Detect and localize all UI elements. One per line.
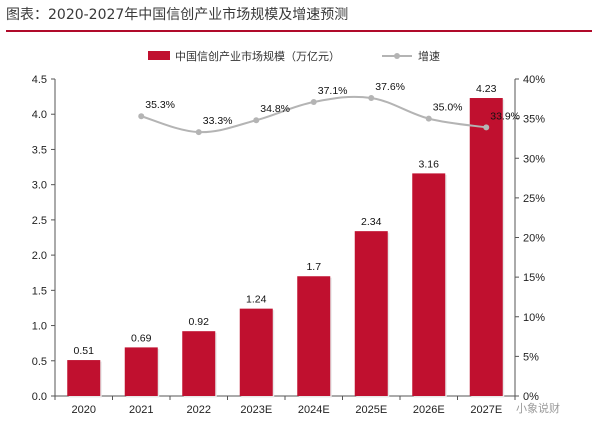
growth-value-label: 33.3% (203, 115, 233, 127)
bar-value-label: 3.16 (419, 158, 440, 170)
growth-point-2025E (368, 95, 375, 102)
growth-value-label: 34.8% (260, 103, 290, 115)
x-tick-label: 2024E (298, 404, 330, 416)
bar-2020 (67, 360, 101, 396)
bar-value-label: 1.7 (306, 261, 321, 273)
legend-line-marker (394, 53, 400, 59)
growth-value-label: 37.1% (318, 85, 348, 97)
y-right-tick-label: 30% (523, 153, 545, 165)
bar-2024E (297, 276, 331, 396)
legend-line-label: 增速 (418, 49, 440, 63)
growth-point-2021 (138, 113, 145, 120)
watermark: 小象说财 (516, 401, 560, 415)
y-left-tick-label: 0.0 (32, 391, 47, 403)
y-right-tick-label: 25% (523, 193, 545, 205)
y-left-tick-label: 3.5 (32, 144, 47, 156)
y-right-tick-label: 0% (523, 391, 539, 403)
legend-bar-label: 中国信创产业市场规模（万亿元） (175, 49, 340, 63)
bar-value-label: 0.69 (131, 332, 152, 344)
bar-value-label: 4.23 (476, 83, 497, 95)
y-left-tick-label: 0.5 (32, 356, 47, 368)
growth-value-label: 33.9% (490, 110, 520, 122)
growth-value-label: 35.3% (145, 99, 175, 111)
x-tick-label: 2023E (240, 404, 272, 416)
x-tick-label: 2027E (470, 404, 502, 416)
y-right-tick-label: 5% (523, 351, 539, 363)
legend: 中国信创产业市场规模（万亿元） 增速 (148, 49, 440, 63)
growth-point-2024E (310, 98, 317, 105)
bar-2022 (182, 331, 216, 396)
y-left-tick-label: 1.5 (32, 285, 47, 297)
bar-2023E (239, 308, 273, 396)
growth-point-2026E (425, 115, 432, 122)
x-tick-label: 2020 (72, 404, 96, 416)
growth-point-2027E (483, 124, 490, 131)
bar-2021 (124, 347, 158, 396)
x-tick-label: 2026E (413, 404, 445, 416)
x-tick-label: 2021 (129, 404, 153, 416)
y-left-tick-label: 3.0 (32, 180, 47, 192)
bar-2025E (354, 231, 388, 396)
bar-value-label: 0.92 (189, 316, 210, 328)
bar-value-label: 1.24 (246, 294, 267, 306)
x-tick-label: 2022 (187, 404, 211, 416)
y-left-tick-label: 1.0 (32, 321, 47, 333)
bar-2026E (412, 173, 446, 396)
bar-value-label: 0.51 (74, 345, 95, 357)
legend-bar-swatch (148, 51, 170, 60)
y-right-tick-label: 40% (523, 74, 545, 86)
y-right-tick-label: 35% (523, 114, 545, 126)
y-left-tick-label: 2.0 (32, 250, 47, 262)
y-left-tick-label: 4.5 (32, 74, 47, 86)
y-left-tick-label: 2.5 (32, 215, 47, 227)
y-right-tick-label: 15% (523, 272, 545, 284)
y-right-tick-label: 10% (523, 312, 545, 324)
growth-point-2022 (195, 129, 202, 136)
growth-value-label: 35.0% (433, 102, 463, 114)
chart-title: 图表：2020-2027年中国信创产业市场规模及增速预测 (6, 7, 349, 23)
growth-value-label: 37.6% (375, 81, 405, 93)
bar-value-label: 2.34 (361, 216, 382, 228)
growth-point-2023E (253, 117, 260, 124)
bar-2027E (469, 98, 503, 397)
y-left-tick-label: 4.0 (32, 109, 47, 121)
x-tick-label: 2025E (355, 404, 387, 416)
title-underline (6, 30, 592, 32)
y-right-tick-label: 20% (523, 233, 545, 245)
